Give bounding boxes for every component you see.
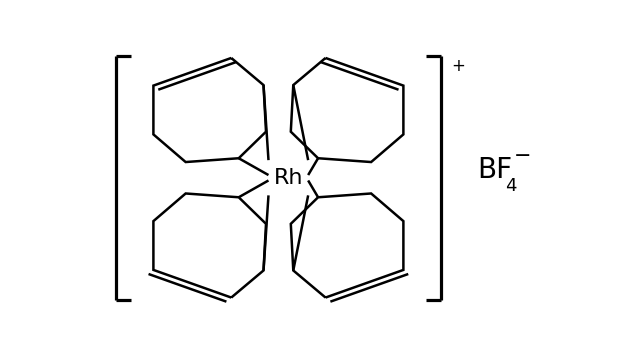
Text: −: − (514, 146, 531, 166)
Text: Rh: Rh (273, 168, 303, 188)
Text: BF: BF (477, 156, 512, 184)
Text: +: + (451, 57, 465, 75)
Text: 4: 4 (504, 177, 516, 195)
